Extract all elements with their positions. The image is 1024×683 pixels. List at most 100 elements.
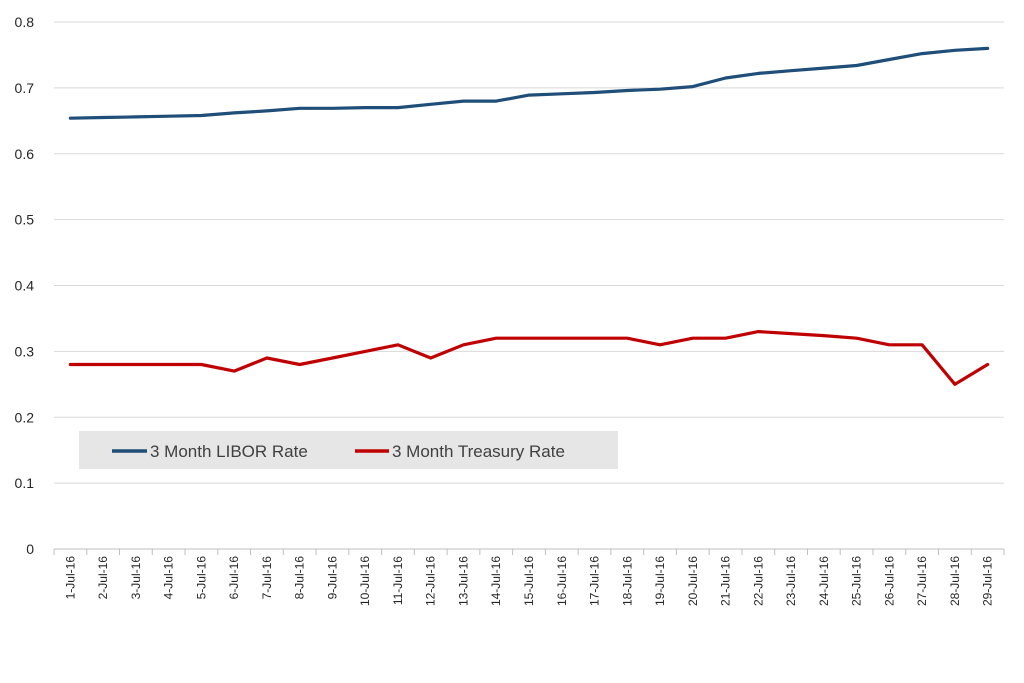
data-point bbox=[855, 337, 858, 340]
x-tick-label: 24-Jul-16 bbox=[817, 556, 831, 606]
x-tick-label: 23-Jul-16 bbox=[784, 556, 798, 606]
x-tick-label: 1-Jul-16 bbox=[63, 556, 77, 600]
data-point bbox=[167, 115, 170, 118]
data-point bbox=[822, 66, 826, 70]
data-point bbox=[396, 343, 400, 346]
x-tick-label: 26-Jul-16 bbox=[882, 556, 896, 606]
x-tick-label: 27-Jul-16 bbox=[915, 556, 929, 606]
data-point bbox=[888, 343, 891, 346]
data-point bbox=[462, 343, 465, 346]
x-tick-label: 18-Jul-16 bbox=[620, 556, 634, 606]
data-point bbox=[331, 356, 334, 360]
x-tick-label: 19-Jul-16 bbox=[653, 556, 667, 606]
series-lines bbox=[68, 46, 990, 386]
data-point bbox=[429, 103, 432, 106]
data-point bbox=[265, 109, 269, 113]
legend-item-treasury: 3 Month Treasury Rate bbox=[355, 442, 565, 461]
data-point bbox=[396, 106, 400, 109]
data-point bbox=[920, 52, 924, 55]
data-point bbox=[495, 337, 498, 340]
data-point bbox=[364, 106, 367, 109]
data-point bbox=[429, 356, 432, 360]
legend-label-treasury: 3 Month Treasury Rate bbox=[392, 442, 565, 461]
data-point bbox=[691, 337, 694, 340]
x-tick-label: 25-Jul-16 bbox=[850, 556, 864, 606]
x-tick-label: 14-Jul-16 bbox=[489, 556, 503, 606]
gridlines bbox=[54, 21, 1004, 484]
data-point bbox=[560, 337, 563, 340]
x-tick-label: 13-Jul-16 bbox=[456, 556, 470, 606]
y-tick-label: 0.6 bbox=[15, 146, 35, 162]
y-tick-label: 0.2 bbox=[15, 409, 35, 425]
y-axis-tick-labels: 0 0.1 0.2 0.3 0.4 0.5 0.6 0.7 0.8 bbox=[15, 14, 35, 557]
x-tick-label: 7-Jul-16 bbox=[260, 556, 274, 600]
x-tick-label: 5-Jul-16 bbox=[194, 556, 208, 600]
data-point bbox=[134, 363, 138, 366]
series-line-0 bbox=[68, 46, 990, 120]
y-tick-label: 0.7 bbox=[15, 80, 35, 96]
data-point bbox=[658, 343, 662, 346]
y-tick-label: 0.5 bbox=[15, 212, 35, 228]
x-tick-label: 6-Jul-16 bbox=[227, 556, 241, 600]
y-tick-label: 0 bbox=[26, 541, 34, 557]
data-point bbox=[134, 115, 138, 119]
data-point bbox=[888, 58, 891, 61]
series-line-1 bbox=[68, 330, 990, 386]
data-point bbox=[167, 363, 170, 366]
x-tick-label: 12-Jul-16 bbox=[424, 556, 438, 606]
data-point bbox=[232, 111, 236, 115]
data-point bbox=[757, 72, 760, 75]
data-point bbox=[101, 116, 105, 119]
y-tick-label: 0.3 bbox=[15, 343, 35, 359]
x-tick-label: 16-Jul-16 bbox=[555, 556, 569, 606]
x-tick-label: 4-Jul-16 bbox=[162, 556, 176, 600]
data-point bbox=[920, 343, 924, 346]
data-point bbox=[789, 332, 793, 335]
data-point bbox=[527, 93, 531, 97]
legend-item-libor: 3 Month LIBOR Rate bbox=[112, 442, 308, 461]
data-point bbox=[986, 47, 989, 50]
x-tick-label: 8-Jul-16 bbox=[293, 556, 307, 600]
legend-label-libor: 3 Month LIBOR Rate bbox=[150, 442, 308, 461]
data-point bbox=[724, 76, 727, 80]
data-point bbox=[101, 363, 105, 366]
data-point bbox=[626, 89, 629, 92]
data-point bbox=[953, 383, 957, 386]
x-tick-label: 2-Jul-16 bbox=[96, 556, 110, 600]
y-tick-label: 0.1 bbox=[15, 475, 35, 491]
data-point bbox=[232, 369, 236, 373]
data-point bbox=[298, 363, 301, 366]
x-tick-label: 28-Jul-16 bbox=[948, 556, 962, 606]
x-tick-label: 22-Jul-16 bbox=[751, 556, 765, 606]
data-point bbox=[200, 363, 203, 366]
data-point bbox=[789, 69, 793, 72]
data-point bbox=[855, 64, 858, 67]
data-point bbox=[626, 337, 629, 340]
data-point bbox=[364, 350, 367, 353]
x-tick-label: 21-Jul-16 bbox=[719, 556, 733, 606]
x-tick-label: 3-Jul-16 bbox=[129, 556, 143, 600]
data-point bbox=[69, 116, 72, 120]
legend: 3 Month LIBOR Rate 3 Month Treasury Rate bbox=[79, 431, 618, 469]
x-tick-label: 9-Jul-16 bbox=[325, 556, 339, 600]
x-tick-label: 17-Jul-16 bbox=[588, 556, 602, 606]
data-point bbox=[658, 87, 662, 91]
data-point bbox=[757, 330, 760, 333]
data-point bbox=[986, 363, 989, 366]
x-axis-tick-labels: 1-Jul-16 2-Jul-16 3-Jul-16 4-Jul-16 5-Jul-16… bbox=[63, 556, 994, 606]
data-point bbox=[822, 334, 826, 337]
data-point bbox=[69, 363, 72, 366]
data-point bbox=[593, 91, 596, 94]
data-point bbox=[265, 356, 269, 360]
x-axis bbox=[53, 548, 1005, 555]
y-tick-label: 0.8 bbox=[15, 14, 35, 30]
x-tick-label: 20-Jul-16 bbox=[686, 556, 700, 606]
data-point bbox=[331, 107, 334, 110]
data-point bbox=[691, 85, 694, 88]
data-point bbox=[495, 99, 498, 103]
data-point bbox=[560, 92, 563, 96]
data-point bbox=[200, 114, 203, 117]
data-point bbox=[953, 49, 957, 52]
y-tick-label: 0.4 bbox=[15, 278, 35, 294]
